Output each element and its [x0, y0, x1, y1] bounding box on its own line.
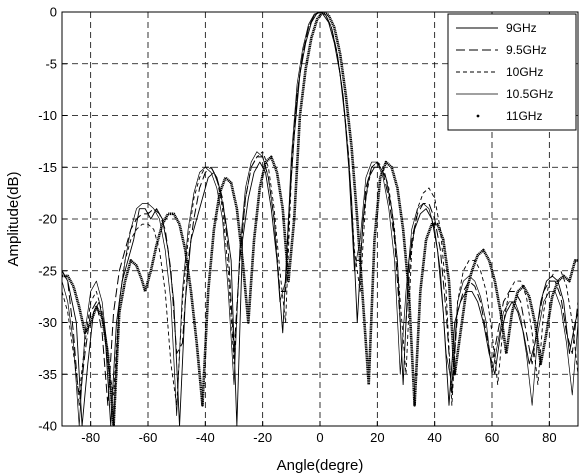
y-tick-label: -10	[38, 108, 57, 123]
x-tick-label: -20	[253, 430, 272, 445]
y-tick-label: -15	[38, 160, 57, 175]
x-tick-label: 40	[427, 430, 441, 445]
series-line-10ghz	[62, 12, 578, 406]
legend-box	[447, 13, 577, 131]
x-tick-label: 20	[370, 430, 384, 445]
legend: 9GHz 9.5GHz 10GHz 10.5GHz 11GHz	[447, 13, 577, 131]
y-tick-label: -5	[45, 56, 57, 71]
x-axis-label: Angle(degre)	[277, 457, 364, 474]
series-layer	[62, 12, 578, 426]
y-tick-label: -30	[38, 315, 57, 330]
legend-label: 10GHz	[506, 65, 543, 79]
y-tick-label: -40	[38, 419, 57, 434]
series-line-9-5ghz	[62, 12, 578, 406]
y-axis-label: Amplitude(dB)	[5, 171, 22, 266]
x-tick-label: -60	[139, 430, 158, 445]
x-tick-label: -80	[81, 430, 100, 445]
series-line-11ghz	[62, 12, 578, 426]
legend-label: 9GHz	[506, 21, 537, 35]
legend-label: 10.5GHz	[506, 87, 553, 101]
legend-label: 9.5GHz	[506, 43, 547, 57]
axis-ticks: -80 -60 -40 -20 0 20 40 60 80 0 -5 -10 -15 -20 -25 -30 -…	[38, 5, 556, 446]
x-tick-label: 60	[485, 430, 499, 445]
plot-frame	[61, 11, 579, 427]
series-line-10-5ghz	[62, 12, 578, 426]
y-tick-label: 0	[50, 5, 57, 20]
y-tick-label: -35	[38, 367, 57, 382]
y-tick-label: -25	[38, 263, 57, 278]
x-tick-label: 80	[542, 430, 556, 445]
legend-swatch	[476, 114, 480, 118]
y-tick-label: -20	[38, 212, 57, 227]
x-tick-label: 0	[316, 430, 323, 445]
legend-label: 11GHz	[506, 109, 542, 123]
x-tick-label: -40	[196, 430, 215, 445]
